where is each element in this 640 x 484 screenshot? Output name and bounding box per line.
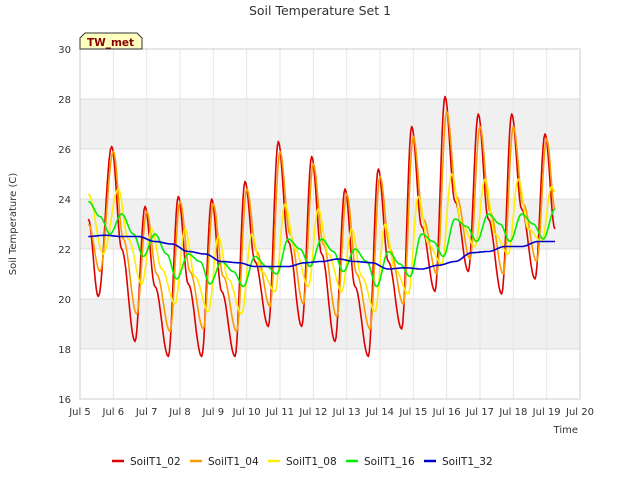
- series-line-soilt1-32: [88, 234, 555, 270]
- legend-label: SoilT1_16: [364, 456, 415, 468]
- x-tick-label: Jul 10: [232, 407, 261, 418]
- series-layer: [87, 95, 556, 358]
- x-tick-label: Jul 9: [202, 407, 225, 418]
- annotation-text: TW_met: [87, 37, 134, 49]
- plot-background: [80, 49, 580, 399]
- series-line-soilt1-16: [88, 200, 556, 288]
- legend-item-soilt1-32: SoilT1_32: [424, 456, 493, 468]
- series-line-soilt1-04: [87, 110, 556, 333]
- legend-item-soilt1-04: SoilT1_04: [190, 456, 259, 468]
- y-tick-label: 18: [58, 345, 71, 356]
- x-tick-label: Jul 17: [465, 407, 494, 418]
- y-tick-label: 28: [58, 95, 71, 106]
- y-tick-label: 16: [58, 395, 71, 406]
- plot-band: [80, 99, 580, 149]
- legend-label: SoilT1_32: [442, 456, 493, 468]
- plot-band: [80, 349, 580, 399]
- series-line-soilt1-08: [87, 173, 556, 315]
- y-tick-label: 26: [58, 145, 71, 156]
- x-tick-label: Jul 6: [102, 407, 125, 418]
- x-axis-ticks: Jul 5 Jul 6 Jul 7 Jul 8 Jul 9 Jul 10 Jul 11 Jul…: [68, 407, 594, 418]
- y-tick-label: 22: [58, 245, 71, 256]
- legend-item-soilt1-08: SoilT1_08: [268, 456, 337, 468]
- plot-frame: [79, 48, 581, 400]
- annotation-badge: TW_met: [79, 32, 143, 50]
- x-tick-label: Jul 15: [398, 407, 427, 418]
- x-tick-label: Jul 19: [532, 407, 561, 418]
- x-tick-label: Jul 5: [68, 407, 91, 418]
- plot-band: [80, 149, 580, 199]
- annotation-box: [79, 32, 143, 50]
- y-axis-ticks: 16 18 20 22 24 26 28 30: [58, 45, 71, 406]
- y-axis-label: Soil Temperature (C): [8, 173, 19, 276]
- plot-band: [80, 49, 580, 99]
- x-tick-label: Jul 8: [168, 407, 191, 418]
- y-tick-label: 20: [58, 295, 71, 306]
- legend-label: SoilT1_08: [286, 456, 337, 468]
- x-tick-label: Jul 13: [332, 407, 361, 418]
- series-line-soilt1-02: [87, 95, 556, 358]
- x-tick-label: Jul 18: [498, 407, 527, 418]
- x-axis-label: Time: [553, 425, 578, 436]
- x-tick-label: Jul 20: [565, 407, 594, 418]
- y-tick-label: 30: [58, 45, 71, 56]
- x-tick-label: Jul 11: [265, 407, 294, 418]
- legend: SoilT1_02 SoilT1_04 SoilT1_08 SoilT1_16 Soil…: [112, 456, 493, 468]
- x-tick-label: Jul 16: [432, 407, 461, 418]
- y-tick-label: 24: [58, 195, 71, 206]
- x-tick-label: Jul 14: [365, 407, 394, 418]
- x-tick-label: Jul 12: [298, 407, 327, 418]
- legend-item-soilt1-16: SoilT1_16: [346, 456, 415, 468]
- legend-label: SoilT1_02: [130, 456, 181, 468]
- chart-title: Soil Temperature Set 1: [249, 3, 391, 18]
- legend-label: SoilT1_04: [208, 456, 259, 468]
- x-tick-label: Jul 7: [135, 407, 158, 418]
- legend-item-soilt1-02: SoilT1_02: [112, 456, 181, 468]
